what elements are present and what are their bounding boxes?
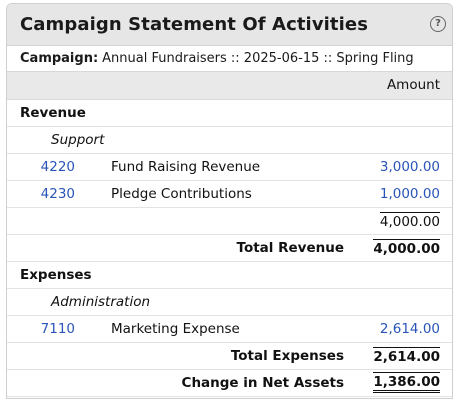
account-link-4220[interactable]: 4220	[40, 158, 75, 175]
amount-link[interactable]: 2,614.00	[379, 320, 440, 337]
administration-subsection-label: Administration	[7, 288, 452, 316]
support-subsection-label: Support	[7, 126, 452, 154]
revenue-subtotal-row: 4,000.00	[7, 207, 452, 235]
account-name: Fund Raising Revenue	[111, 153, 362, 181]
account-name: Marketing Expense	[111, 315, 362, 343]
amount-column-header: Amount	[362, 72, 452, 100]
panel-title: Campaign Statement Of Activities	[20, 14, 369, 35]
panel-header: Campaign Statement Of Activities ?	[7, 4, 452, 46]
statement-panel: Campaign Statement Of Activities ? Campa…	[6, 3, 453, 399]
total-expenses-label: Total Expenses	[7, 342, 362, 370]
campaign-value: Annual Fundraisers :: 2025-06-15 :: Spri…	[102, 51, 414, 66]
revenue-section-label: Revenue	[7, 99, 452, 127]
column-header-row: Amount	[7, 72, 452, 100]
net-assets-row: Change in Net Assets 1,386.00	[7, 369, 452, 397]
account-link-4230[interactable]: 4230	[40, 185, 75, 202]
support-subsection-row: Support	[7, 126, 452, 154]
account-link-7110[interactable]: 7110	[40, 320, 75, 337]
net-assets-value: 1,386.00	[373, 372, 440, 393]
table-row: 4230 Pledge Contributions 1,000.00	[7, 180, 452, 208]
net-assets-label: Change in Net Assets	[7, 369, 362, 397]
help-icon[interactable]: ?	[430, 16, 446, 32]
revenue-subtotal-value: 4,000.00	[379, 211, 440, 230]
expenses-section-row: Expenses	[7, 261, 452, 289]
amount-link[interactable]: 1,000.00	[379, 185, 440, 202]
total-revenue-row: Total Revenue 4,000.00	[7, 234, 452, 262]
account-name: Pledge Contributions	[111, 180, 362, 208]
revenue-section-row: Revenue	[7, 99, 452, 127]
total-revenue-value: 4,000.00	[373, 238, 440, 257]
table-row: 7110 Marketing Expense 2,614.00	[7, 315, 452, 343]
administration-subsection-row: Administration	[7, 288, 452, 316]
total-expenses-value: 2,614.00	[373, 346, 440, 365]
campaign-label: Campaign:	[20, 51, 99, 66]
total-expenses-row: Total Expenses 2,614.00	[7, 342, 452, 370]
statement-table: Amount Revenue Support 4220 Fund Raising…	[7, 72, 452, 397]
campaign-subheader: Campaign: Annual Fundraisers :: 2025-06-…	[7, 46, 452, 72]
table-row: 4220 Fund Raising Revenue 3,000.00	[7, 153, 452, 181]
expenses-section-label: Expenses	[7, 261, 452, 289]
total-revenue-label: Total Revenue	[7, 234, 362, 262]
amount-link[interactable]: 3,000.00	[379, 158, 440, 175]
